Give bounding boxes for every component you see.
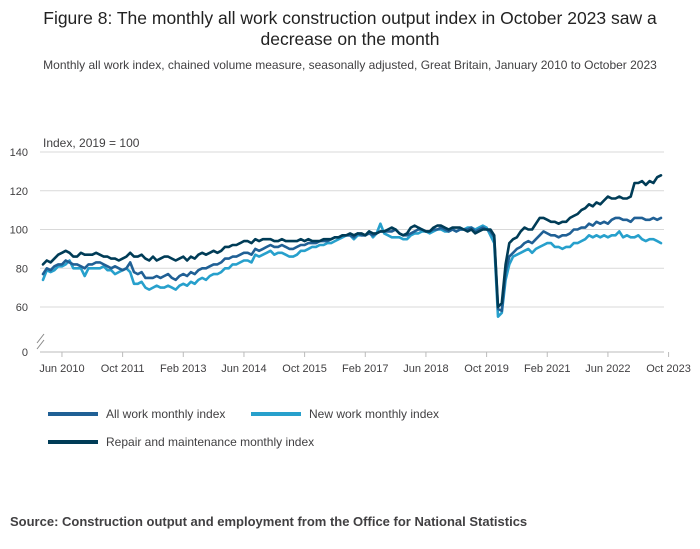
chart-title: Figure 8: The monthly all work construct… <box>43 8 657 49</box>
legend-swatch-new-work <box>251 412 301 416</box>
x-tick-label: Jun 2014 <box>221 363 266 375</box>
x-axis: Jun 2010 Oct 2011 Feb 2013 Jun 2014 Oct 2015… <box>39 352 691 375</box>
y-axis-ticks: 0 60 80 100 120 140 <box>10 147 45 359</box>
x-tick-label: Oct 2023 <box>646 363 691 375</box>
x-tick-label: Feb 2017 <box>342 363 388 375</box>
y-tick-label-120: 120 <box>10 186 28 198</box>
x-tick-label: Feb 2021 <box>524 363 570 375</box>
x-tick-label: Oct 2019 <box>464 363 509 375</box>
y-tick-label-60: 60 <box>16 302 28 314</box>
x-tick-label: Feb 2013 <box>160 363 206 375</box>
y-tick-label-140: 140 <box>10 147 28 159</box>
legend-swatch-all-work <box>48 412 98 416</box>
x-tick-label: Jun 2010 <box>39 363 84 375</box>
series-line-all-work <box>41 216 663 313</box>
x-tick-label: Oct 2011 <box>101 363 145 375</box>
legend-item-all-work[interactable]: All work monthly index <box>48 407 225 421</box>
y-tick-label-80: 80 <box>16 263 28 275</box>
x-tick-label: Oct 2015 <box>282 363 327 375</box>
axis-break-mark <box>36 339 45 350</box>
y-tick-label-0: 0 <box>22 347 28 359</box>
legend-label-all-work: All work monthly index <box>106 407 226 421</box>
x-tick-label: Jun 2022 <box>585 363 630 375</box>
series-line-repair-maintenance <box>41 174 663 309</box>
chart-subtitle: Monthly all work index, chained volume m… <box>43 58 657 72</box>
axis-break-mark <box>36 333 45 344</box>
legend-item-repair-maintenance[interactable]: Repair and maintenance monthly index <box>48 435 314 449</box>
series-lines <box>41 174 663 319</box>
gridlines <box>40 151 664 353</box>
source-note: Source: Construction output and employme… <box>10 514 528 529</box>
y-axis-label: Index, 2019 = 100 <box>43 136 140 150</box>
legend-swatch-repair-maintenance <box>48 440 98 444</box>
y-axis-break <box>36 333 45 350</box>
legend-label-new-work: New work monthly index <box>309 407 440 421</box>
legend-item-new-work[interactable]: New work monthly index <box>251 407 439 421</box>
legend-label-repair-maintenance: Repair and maintenance monthly index <box>106 435 315 449</box>
y-tick-label-100: 100 <box>10 225 28 237</box>
x-tick-label: Jun 2018 <box>403 363 448 375</box>
